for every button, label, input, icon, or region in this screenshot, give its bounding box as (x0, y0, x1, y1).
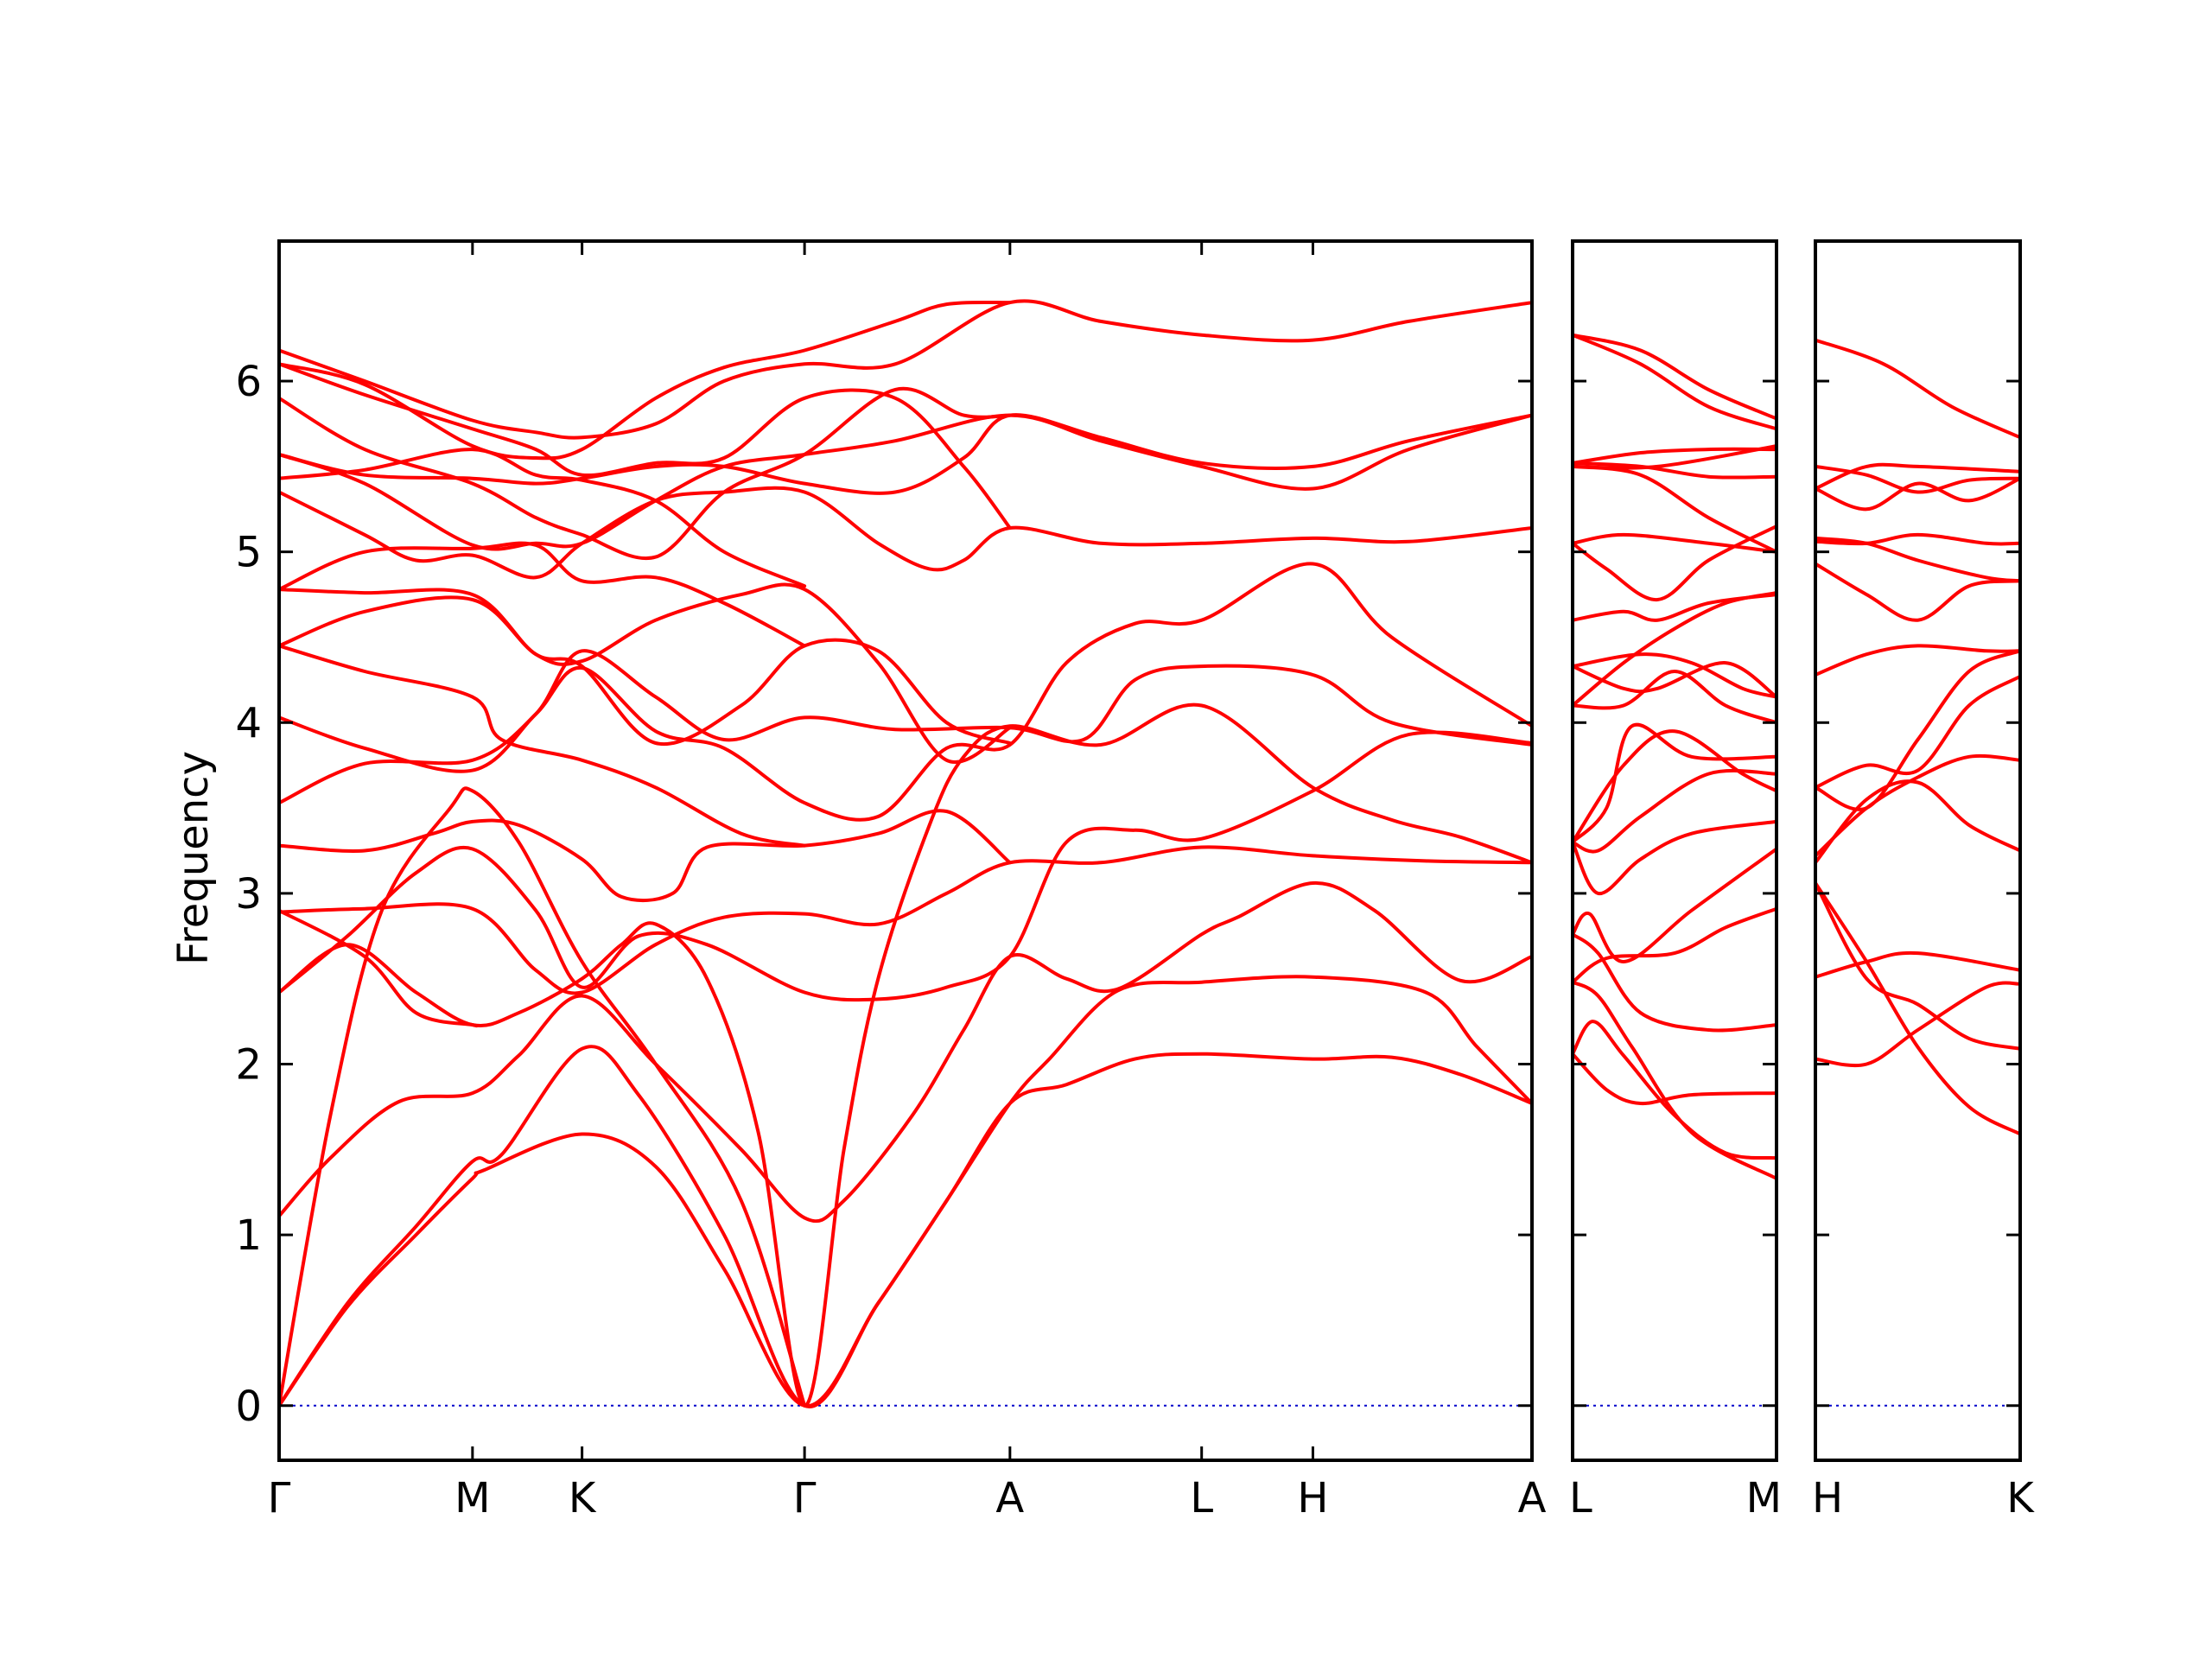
band-line-6 (1573, 819, 1777, 895)
x-tick-label: K (2006, 1474, 2035, 1522)
y-tick-label: 0 (235, 1382, 262, 1431)
y-tick-label: 2 (235, 1041, 262, 1090)
band-line-14 (279, 541, 807, 648)
band-line-12 (1815, 476, 2020, 512)
x-tick-label: Γ (793, 1474, 817, 1522)
x-tick-label: M (454, 1474, 490, 1522)
band-line-5 (279, 845, 1532, 995)
band-line-22 (279, 300, 1012, 461)
band-line-21 (1573, 333, 1777, 431)
band-line-11 (1573, 661, 1777, 699)
x-tick-label: Γ (268, 1474, 291, 1522)
x-tick-label: A (1518, 1474, 1547, 1522)
band-line-16 (279, 448, 807, 588)
band-line-10 (1815, 536, 2020, 583)
x-tick-label: A (995, 1474, 1024, 1522)
plot-frame (1571, 239, 1778, 1462)
x-tick-label: M (1746, 1474, 1782, 1522)
band-line-15 (1815, 338, 2020, 440)
bands (1815, 338, 2020, 1136)
y-tick-label: 4 (235, 699, 262, 747)
y-tick-label: 6 (235, 358, 262, 406)
plot-frame (277, 239, 1534, 1462)
band-line-20 (1573, 444, 1777, 470)
bands (1573, 333, 1777, 1180)
band-line-19 (279, 386, 1012, 561)
band-line-5 (1815, 753, 2020, 858)
band-line-2 (1573, 980, 1777, 1180)
band-line-22 (1573, 333, 1777, 421)
band-line-2 (279, 880, 1532, 1224)
band-line-4 (279, 786, 807, 1408)
x-tick-label: H (1297, 1474, 1328, 1522)
y-tick-label: 1 (235, 1211, 262, 1260)
x-tick-label: L (1569, 1474, 1592, 1522)
band-line-8 (1815, 644, 2020, 677)
band-line-8 (1573, 729, 1777, 844)
bands (279, 299, 1532, 1409)
band-line-5 (1573, 847, 1777, 964)
band-line-20 (279, 362, 1012, 530)
band-line-16 (1573, 532, 1777, 554)
band-line-12 (1573, 652, 1777, 699)
band-line-4 (1573, 932, 1777, 1033)
plot-frame (1814, 239, 2022, 1462)
x-tick-label: H (1812, 1474, 1843, 1522)
band-line-14 (1815, 462, 2020, 491)
band-line-10 (279, 562, 1532, 822)
band-line-0 (1573, 1052, 1777, 1106)
band-line-11 (1815, 532, 2020, 546)
band-line-9 (1573, 722, 1777, 844)
band-line-3 (279, 702, 1532, 1408)
band-line-1 (1573, 1020, 1777, 1160)
y-tick-label: 5 (235, 529, 262, 577)
band-line-18 (1573, 447, 1777, 465)
band-line-1 (279, 975, 1532, 1409)
band-line-9 (279, 649, 1532, 805)
band-line-21 (279, 299, 1532, 440)
band-line-0 (279, 1052, 1532, 1408)
band-line-1 (1815, 881, 2020, 1136)
band-line-6 (279, 908, 479, 1028)
band-line-12 (279, 595, 1012, 747)
y-tick-label: 3 (235, 870, 262, 918)
band-line-2 (1815, 881, 2020, 1051)
band-line-7 (1815, 649, 2020, 811)
band-line-10 (1573, 670, 1777, 725)
band-line-7 (1573, 768, 1777, 854)
x-tick-label: K (569, 1474, 597, 1522)
band-line-0 (1815, 981, 2020, 1068)
band-line-14 (1573, 593, 1777, 622)
y-axis-label: Frequency (169, 751, 218, 965)
band-line-18 (279, 413, 1532, 495)
band-line-17 (279, 413, 1532, 551)
band-line-6 (1815, 674, 2020, 790)
band-line-8 (279, 809, 1012, 903)
band-line-3 (1573, 906, 1777, 984)
band-line-13 (279, 582, 1012, 764)
band-line-4 (1815, 779, 2020, 865)
band-line-9 (1815, 562, 2020, 622)
band-line-3 (1815, 950, 2020, 979)
panel-main: 0 1 2 3 4 5 6 Γ M K Γ A L H A (235, 239, 1547, 1522)
band-line-15 (279, 486, 1532, 580)
band-line-19 (1573, 461, 1777, 480)
band-line-11 (279, 644, 807, 848)
x-tick-label: L (1190, 1474, 1213, 1522)
band-line-7 (279, 730, 1532, 1002)
